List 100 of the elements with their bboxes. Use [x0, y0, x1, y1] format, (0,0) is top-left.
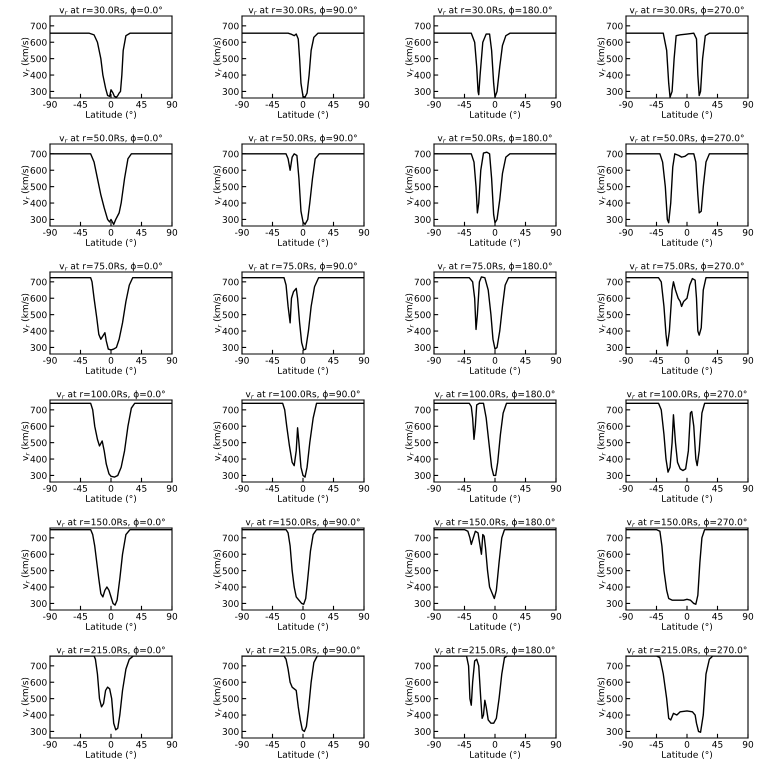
y-tick-label: 300	[30, 472, 47, 479]
y-tick-label: 600	[414, 550, 431, 558]
x-tick-label: -90	[427, 740, 441, 748]
y-tick-label: 300	[222, 472, 239, 479]
y-tick-label: 600	[222, 422, 239, 430]
y-tick-label: 600	[30, 550, 47, 558]
x-tick-label: 45	[328, 613, 338, 620]
x-tick-label: -45	[74, 485, 88, 492]
y-tick-label: 600	[606, 678, 623, 686]
x-tick-label: 90	[358, 612, 370, 620]
x-tick-label: 45	[136, 229, 146, 236]
y-tick-label: 600	[30, 38, 47, 46]
y-tick-label: 700	[606, 406, 623, 414]
x-tick-label: -45	[458, 485, 472, 492]
x-axis-title: Latitude (°)	[470, 494, 520, 503]
x-tick-label: 90	[166, 228, 178, 236]
x-axis-title: Latitude (°)	[662, 494, 712, 503]
y-tick-label: 300	[30, 88, 47, 95]
chart-title: v$_{r}$ at r=150.0Rs, ϕ=180.0°	[434, 518, 554, 528]
y-tick-label: 500	[30, 183, 47, 190]
y-tick-label: 500	[222, 55, 239, 62]
x-axis-title: Latitude (°)	[470, 110, 520, 119]
y-tick-label: 400	[606, 328, 623, 335]
chart-title: v$_{r}$ at r=75.0Rs, ϕ=270.0°	[630, 262, 744, 272]
chart-title: v$_{r}$ at r=150.0Rs, ϕ=90.0°	[246, 518, 360, 528]
y-tick-label: 500	[30, 439, 47, 446]
y-tick-label: 400	[606, 200, 623, 207]
y-tick-label: 500	[414, 183, 431, 190]
x-tick-label: 0	[300, 740, 306, 748]
y-tick-label: 400	[222, 72, 239, 79]
x-tick-label: -90	[619, 740, 633, 748]
x-tick-label: 90	[358, 356, 370, 364]
y-tick-label: 700	[414, 406, 431, 414]
y-tick-label: 400	[30, 200, 47, 207]
x-tick-label: -90	[43, 356, 57, 364]
x-axis-title: Latitude (°)	[278, 750, 328, 759]
x-tick-label: -90	[43, 228, 57, 236]
x-tick-label: 0	[492, 228, 498, 236]
x-tick-label: 0	[684, 228, 690, 236]
y-axis-title: v$_{r}$ (km/s)	[213, 422, 222, 461]
x-tick-label: 0	[684, 484, 690, 492]
y-tick-label: 500	[30, 55, 47, 62]
x-axis-title: Latitude (°)	[86, 110, 136, 119]
y-tick-label: 700	[30, 278, 47, 286]
x-axis-title: Latitude (°)	[278, 494, 328, 503]
y-axis-title: v$_{r}$ (km/s)	[597, 550, 606, 589]
y-tick-label: 600	[222, 166, 239, 174]
x-tick-label: 0	[300, 356, 306, 364]
x-tick-label: -45	[458, 229, 472, 236]
y-tick-label: 600	[30, 422, 47, 430]
x-axis-title: Latitude (°)	[278, 366, 328, 375]
x-axis-title: Latitude (°)	[278, 110, 328, 119]
chart-title: v$_{r}$ at r=100.0Rs, ϕ=90.0°	[246, 390, 360, 400]
y-tick-label: 700	[30, 150, 47, 158]
y-tick-label: 400	[30, 584, 47, 591]
x-tick-label: 90	[166, 484, 178, 492]
y-tick-label: 400	[222, 328, 239, 335]
x-tick-label: 90	[550, 484, 562, 492]
x-tick-label: 90	[550, 612, 562, 620]
x-tick-label: 45	[712, 613, 722, 620]
x-tick-label: -45	[458, 357, 472, 364]
x-tick-label: -90	[43, 612, 57, 620]
y-tick-label: 300	[606, 472, 623, 479]
y-tick-label: 700	[414, 22, 431, 30]
y-tick-label: 300	[222, 216, 239, 223]
x-tick-label: 0	[684, 740, 690, 748]
y-axis-title: v$_{r}$ (km/s)	[213, 294, 222, 333]
y-axis-title: v$_{r}$ (km/s)	[21, 166, 30, 205]
y-tick-label: 500	[222, 439, 239, 446]
y-tick-label: 700	[606, 278, 623, 286]
x-tick-label: -90	[427, 228, 441, 236]
x-tick-label: -45	[266, 485, 280, 492]
y-tick-label: 500	[30, 695, 47, 702]
y-axis-title: v$_{r}$ (km/s)	[597, 38, 606, 77]
x-tick-label: 90	[742, 612, 754, 620]
x-tick-label: -45	[650, 357, 664, 364]
x-tick-label: -45	[266, 101, 280, 108]
y-tick-label: 700	[606, 22, 623, 30]
y-tick-label: 300	[414, 600, 431, 607]
y-tick-label: 600	[606, 38, 623, 46]
x-tick-label: 45	[328, 741, 338, 748]
x-tick-label: 90	[742, 740, 754, 748]
chart-title: v$_{r}$ at r=75.0Rs, ϕ=0.0°	[59, 262, 162, 272]
y-tick-label: 300	[414, 88, 431, 95]
x-tick-label: 90	[166, 612, 178, 620]
x-tick-label: -45	[74, 229, 88, 236]
x-tick-label: 90	[166, 100, 178, 108]
y-tick-label: 500	[222, 311, 239, 318]
y-tick-label: 400	[414, 456, 431, 463]
y-tick-label: 600	[414, 422, 431, 430]
x-tick-label: 45	[136, 613, 146, 620]
x-tick-label: -90	[427, 356, 441, 364]
y-tick-label: 400	[30, 712, 47, 719]
x-tick-label: -90	[619, 356, 633, 364]
y-tick-label: 500	[606, 311, 623, 318]
x-tick-label: 90	[742, 484, 754, 492]
y-tick-label: 600	[414, 678, 431, 686]
x-tick-label: -45	[74, 613, 88, 620]
x-tick-label: 0	[300, 612, 306, 620]
y-tick-label: 400	[30, 456, 47, 463]
